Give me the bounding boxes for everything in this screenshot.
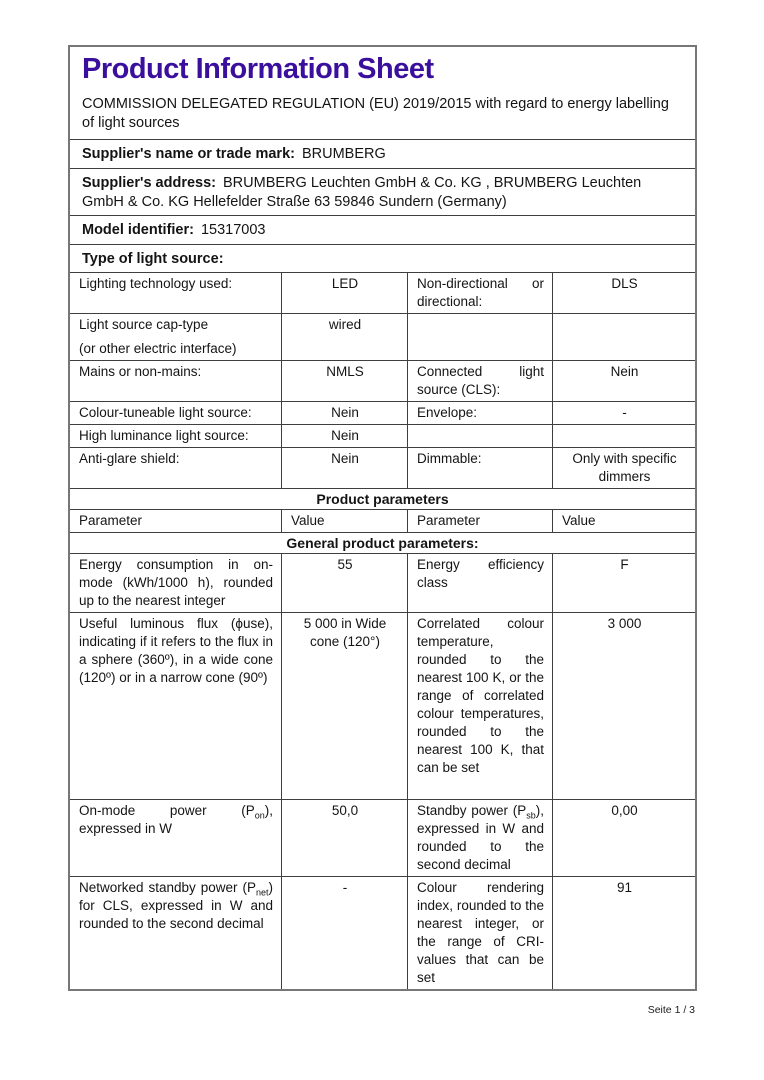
supplier-address-label: Supplier's address: — [82, 175, 216, 191]
param-value: Nein — [281, 402, 407, 424]
table-row: On-mode power (Pon), expressed in W 50,0… — [70, 799, 695, 876]
param-value: - — [552, 402, 695, 424]
param-label: On-mode power (Pon), expressed in W — [79, 803, 273, 836]
param-label: High luminance light source: — [79, 428, 249, 443]
param-label — [407, 314, 552, 360]
param-label: Mains or non-mains: — [79, 364, 202, 379]
model-identifier-value: 15317003 — [200, 222, 266, 238]
product-parameters-header: Product parameters — [70, 488, 695, 509]
param-label — [407, 425, 552, 447]
param-label: Useful luminous flux (ϕuse), indicating … — [79, 616, 273, 685]
table-row: Energy consumption in on-mode (kWh/1000 … — [70, 553, 695, 612]
param-label: Non-directional or directional: — [407, 273, 552, 313]
product-information-sheet: Product Information Sheet COMMISSION DEL… — [68, 45, 697, 991]
table-row: Anti-glare shield: Nein Dimmable: Only w… — [70, 447, 695, 488]
param-value: 0,00 — [552, 800, 695, 876]
param-value: LED — [281, 273, 407, 313]
table-row: High luminance light source: Nein — [70, 424, 695, 447]
type-of-light-source-label: Type of light source: — [82, 250, 224, 267]
param-label: Envelope: — [407, 402, 552, 424]
model-identifier-label: Model identifier: — [82, 222, 194, 238]
column-header: Parameter — [79, 513, 143, 528]
supplier-address-value: BRUMBERG Leuchten GmbH & Co. KG , BRUMBE… — [82, 175, 642, 210]
page-number: Seite 1 / 3 — [647, 1004, 695, 1016]
supplier-name-value: BRUMBERG — [301, 146, 386, 162]
param-label: Energy consumption in on-mode (kWh/1000 … — [79, 557, 273, 608]
param-value: 50,0 — [281, 800, 407, 876]
table-row: Colour-tuneable light source: Nein Envel… — [70, 401, 695, 424]
param-value: Nein — [281, 448, 407, 488]
regulation-text: COMMISSION DELEGATED REGULATION (EU) 201… — [82, 96, 669, 131]
table-row: Light source cap-type (or other electric… — [70, 313, 695, 360]
column-header: Parameter — [407, 510, 552, 532]
param-label: Light source cap-type (or other electric… — [70, 314, 281, 360]
type-of-light-source-row: Type of light source: — [70, 243, 695, 273]
param-label: Energy efficiency class — [407, 554, 552, 612]
param-value: wired — [281, 314, 407, 360]
param-value: Nein — [281, 425, 407, 447]
page-title: Product Information Sheet — [82, 53, 434, 85]
param-label: Correlated colour temperature, rounded t… — [407, 613, 552, 799]
param-value: NMLS — [281, 361, 407, 401]
column-header-row: Parameter Value Parameter Value — [70, 509, 695, 532]
header-block: Product Information Sheet COMMISSION DEL… — [70, 47, 695, 139]
param-value: 3 000 — [552, 613, 695, 799]
param-value: DLS — [552, 273, 695, 313]
model-identifier-row: Model identifier: 15317003 — [70, 215, 695, 244]
param-value — [552, 425, 695, 447]
supplier-name-row: Supplier's name or trade mark: BRUMBERG — [70, 139, 695, 168]
param-label: Networked standby power (Pnet) for CLS, … — [79, 880, 273, 931]
param-label: Colour rendering index, rounded to the n… — [407, 877, 552, 989]
table-row: Mains or non-mains: NMLS Connected light… — [70, 360, 695, 401]
table-row: Useful luminous flux (ϕuse), indicating … — [70, 612, 695, 799]
param-label-line2: (or other electric interface) — [79, 341, 237, 356]
param-value: 5 000 in Wide cone (120°) — [281, 613, 407, 799]
param-label: Anti-glare shield: — [79, 451, 180, 466]
param-label: Lighting technology used: — [79, 276, 233, 291]
supplier-address-row: Supplier's address: BRUMBERG Leuchten Gmb… — [70, 168, 695, 215]
supplier-name-label: Supplier's name or trade mark: — [82, 146, 295, 162]
param-label-line1: Light source cap-type — [79, 317, 209, 332]
param-label: Standby power (Psb), expressed in W and … — [407, 800, 552, 876]
param-value — [552, 314, 695, 360]
table-row: Lighting technology used: LED Non-direct… — [70, 272, 695, 313]
param-value: 91 — [552, 877, 695, 989]
param-value: Only with specific dimmers — [552, 448, 695, 488]
column-header: Value — [281, 510, 407, 532]
param-value: - — [281, 877, 407, 989]
param-label: Dimmable: — [407, 448, 552, 488]
general-parameters-header: General product parameters: — [70, 532, 695, 553]
param-value: 55 — [281, 554, 407, 612]
param-value: F — [552, 554, 695, 612]
param-value: Nein — [552, 361, 695, 401]
table-row: Networked standby power (Pnet) for CLS, … — [70, 876, 695, 989]
column-header: Value — [552, 510, 695, 532]
param-label: Colour-tuneable light source: — [79, 405, 252, 420]
param-label: Connected light source (CLS): — [407, 361, 552, 401]
